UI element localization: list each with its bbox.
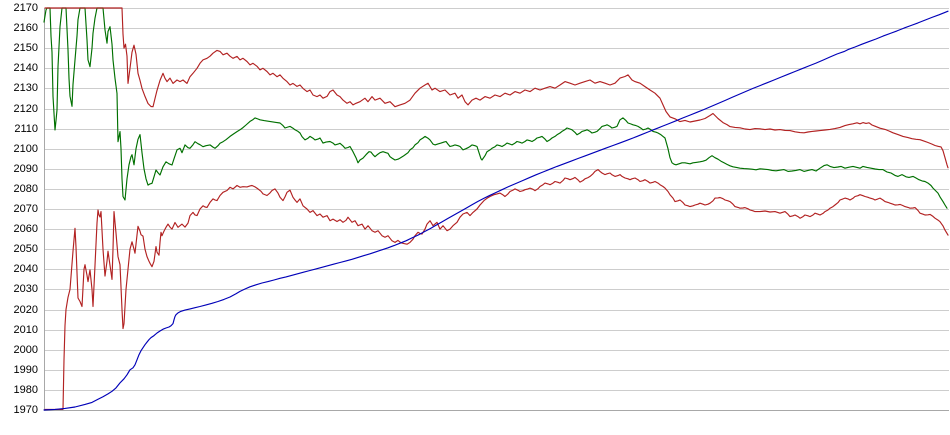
y-axis-label: 2020 [13, 303, 38, 316]
y-axis-label: 1980 [13, 383, 38, 396]
y-axis-label: 2070 [13, 203, 38, 215]
y-axis-label: 2160 [13, 22, 38, 35]
y-axis-label: 2030 [13, 283, 38, 296]
y-axis-label: 2110 [14, 122, 38, 135]
y-axis-label: 2100 [13, 142, 38, 155]
y-axis-label: 2090 [13, 162, 38, 175]
y-axis-label: 2010 [13, 323, 38, 336]
chart-series [43, 7, 949, 411]
y-axis-label: 2040 [13, 263, 38, 276]
y-axis-label: 1970 [13, 404, 38, 416]
y-axis-label: 2120 [13, 102, 38, 115]
axis-lines [44, 8, 949, 411]
series-lower-band [44, 169, 949, 410]
series-upper-band [44, 7, 949, 169]
y-axis-label: 2060 [13, 223, 38, 236]
gridlines [44, 8, 949, 411]
y-axis-label: 2130 [13, 82, 38, 95]
series-rising-line [43, 10, 949, 411]
y-axis-label: 1990 [13, 363, 38, 376]
series-middle-line [43, 7, 948, 209]
y-axis-label: 2080 [13, 182, 38, 195]
y-axis-label: 2150 [13, 42, 38, 55]
y-axis-label: 2170 [13, 2, 38, 14]
y-axis-label: 2050 [13, 243, 38, 256]
y-axis-label: 2140 [13, 62, 38, 75]
y-axis-label: 2000 [13, 343, 38, 356]
